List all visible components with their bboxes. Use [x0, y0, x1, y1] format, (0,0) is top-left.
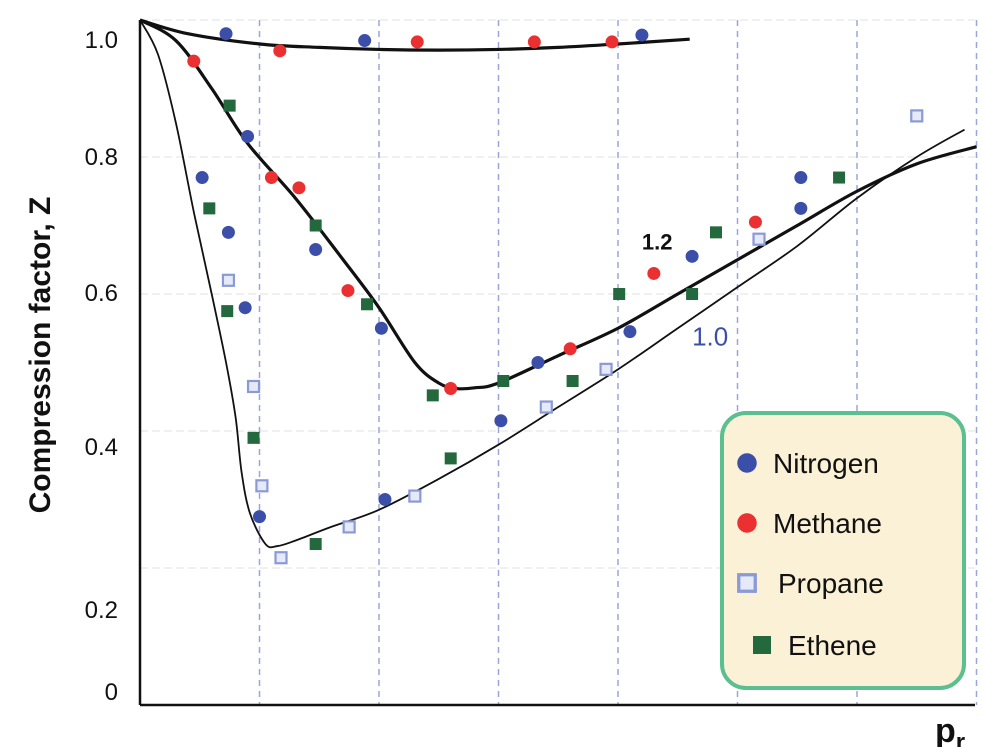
- ethene-point: [309, 538, 322, 551]
- nitrogen-point: [794, 171, 808, 185]
- nitrogen-point: [219, 27, 233, 41]
- y-tick-labels: 0 0.2 0.4 0.6 0.8 1.0: [85, 27, 118, 706]
- nitrogen-point: [531, 356, 545, 369]
- axes: [138, 20, 975, 707]
- methane-point: [273, 44, 287, 58]
- propane-point: [255, 479, 269, 493]
- y-tick-label: 1.0: [85, 27, 118, 54]
- legend-label-propane: Propane: [778, 568, 884, 599]
- propane-point: [910, 109, 924, 123]
- nitrogen-point: [309, 242, 323, 256]
- ethene-point: [566, 374, 579, 387]
- grid: [140, 19, 978, 705]
- methane-point: [410, 35, 424, 49]
- methane-point: [341, 284, 355, 298]
- curve-line: [139, 19, 965, 549]
- propane-point: [274, 551, 288, 565]
- ethene-point: [247, 431, 260, 444]
- legend-items: Nitrogen Methane Propane Ethene: [737, 448, 884, 661]
- legend-box: [720, 411, 966, 690]
- methane-point: [187, 54, 201, 68]
- nitrogen-point: [358, 34, 372, 48]
- methane-point: [264, 171, 278, 185]
- legend-marker-nitrogen: [737, 453, 757, 473]
- legend-label-ethene: Ethene: [788, 630, 877, 661]
- nitrogen-point: [794, 201, 808, 215]
- methane-point: [527, 35, 541, 49]
- ethene-point: [686, 288, 699, 300]
- nitrogen-point: [494, 414, 508, 428]
- x-axis-label: pr: [935, 712, 965, 747]
- propane-point: [342, 520, 356, 534]
- curve-line: [139, 18, 977, 391]
- ethene-point: [361, 298, 374, 311]
- ethene-point: [444, 452, 457, 465]
- methane-point: [292, 181, 306, 195]
- nitrogen-point: [241, 129, 255, 143]
- methane-point: [444, 382, 458, 396]
- nitrogen-point: [685, 249, 699, 263]
- y-axis-label: Compression factor, Z: [24, 197, 57, 514]
- ethene-point: [709, 226, 722, 239]
- legend-label-nitrogen: Nitrogen: [773, 448, 879, 479]
- x-axis-label-main: p: [935, 712, 956, 747]
- nitrogen-point: [623, 325, 637, 339]
- ethene-point: [833, 171, 846, 184]
- data-points: [187, 27, 924, 565]
- nitrogen-point: [238, 301, 252, 315]
- ethene-point: [223, 99, 236, 112]
- ethene-point: [203, 202, 216, 215]
- ethene-point: [221, 305, 234, 318]
- propane-point: [599, 362, 613, 376]
- methane-point: [605, 35, 619, 49]
- nitrogen-point: [195, 171, 209, 185]
- propane-point: [221, 273, 236, 287]
- ethene-point: [497, 374, 510, 387]
- y-tick-label: 0.2: [85, 597, 118, 624]
- nitrogen-point: [635, 28, 649, 42]
- legend: Nitrogen Methane Propane Ethene: [720, 411, 966, 690]
- curve-label: 1.0: [692, 321, 728, 351]
- propane-point: [539, 400, 553, 414]
- legend-marker-propane: [737, 573, 757, 593]
- curve-labels: 1.2 1.0: [642, 229, 728, 351]
- fitted-curves: [139, 18, 977, 549]
- ethene-point: [613, 288, 626, 300]
- y-tick-label: 0: [105, 679, 118, 706]
- methane-point: [563, 342, 577, 356]
- nitrogen-point: [378, 493, 392, 506]
- legend-marker-methane: [737, 513, 757, 533]
- legend-marker-ethene: [753, 636, 771, 654]
- x-axis-label-subscript: r: [956, 729, 965, 747]
- propane-point: [752, 232, 766, 246]
- y-tick-label: 0.4: [85, 434, 118, 461]
- methane-point: [647, 266, 661, 280]
- propane-point: [408, 489, 422, 503]
- y-tick-label: 0.8: [85, 144, 118, 171]
- legend-label-methane: Methane: [773, 508, 882, 539]
- nitrogen-point: [253, 510, 266, 524]
- propane-point: [246, 379, 261, 394]
- ethene-point: [426, 389, 439, 402]
- nitrogen-point: [374, 321, 388, 335]
- curve-line: [139, 18, 690, 52]
- ethene-point: [309, 219, 322, 232]
- curve-label: 1.2: [642, 229, 673, 254]
- methane-point: [748, 215, 762, 229]
- y-tick-label: 0.6: [85, 280, 118, 307]
- nitrogen-point: [221, 225, 235, 239]
